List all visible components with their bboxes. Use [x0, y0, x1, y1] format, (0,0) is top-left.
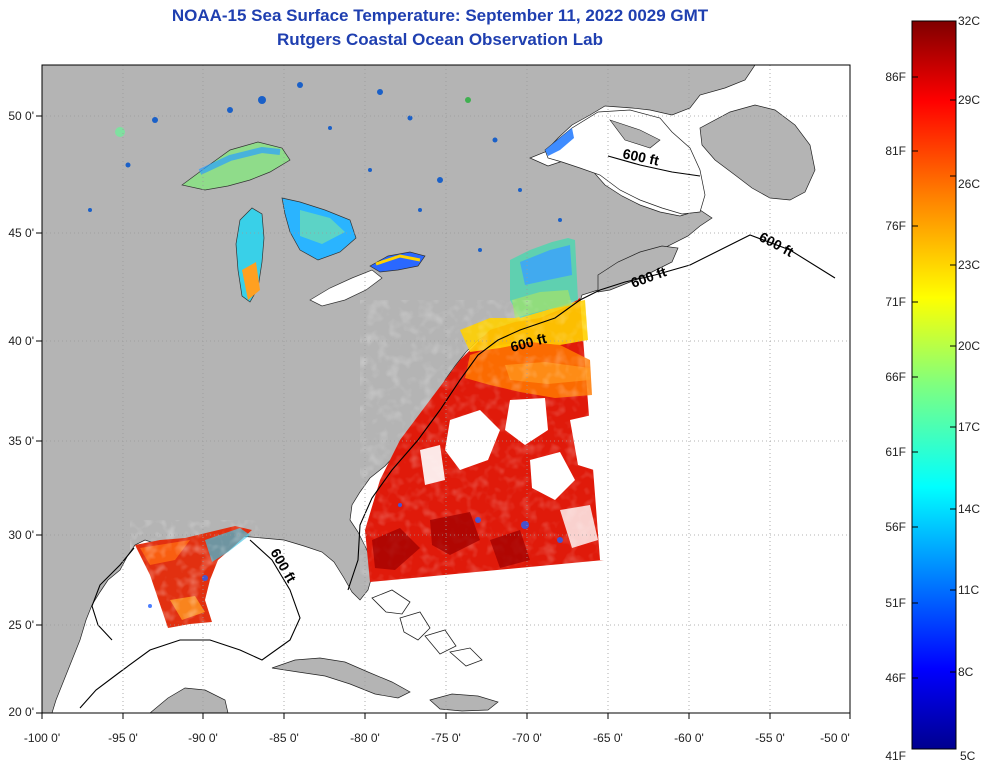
map-border	[41, 64, 851, 714]
map-title-line1: NOAA-15 Sea Surface Temperature: Septemb…	[171, 6, 709, 25]
hot-patches	[372, 512, 530, 570]
great-lakes	[181, 141, 426, 307]
fahrenheit-label: 86F	[885, 70, 906, 84]
isobath-600ft	[79, 155, 836, 709]
fahrenheit-label: 56F	[885, 520, 906, 534]
lat-label: 30 0'	[8, 528, 34, 542]
celsius-label: 14C	[958, 502, 980, 516]
fahrenheit-label: 61F	[885, 445, 906, 459]
lon-label: -75 0'	[431, 731, 461, 745]
land-hispaniola	[429, 693, 499, 712]
lon-label: -95 0'	[108, 731, 138, 745]
lat-label: 40 0'	[8, 334, 34, 348]
lake-superior	[181, 141, 291, 191]
lat-label: 50 0'	[8, 109, 34, 123]
lat-label: 45 0'	[8, 226, 34, 240]
fahrenheit-label: 46F	[885, 671, 906, 685]
lon-label: -100 0'	[24, 731, 60, 745]
celsius-label: 20C	[958, 339, 980, 353]
colorbar-ticks	[912, 76, 956, 679]
st-lawrence-sst	[545, 128, 574, 156]
lat-label: 35 0'	[8, 434, 34, 448]
lon-label: -55 0'	[755, 731, 785, 745]
celsius-label: 5C	[960, 749, 976, 763]
colorbar-celsius-labels: 32C 29C 26C 23C 20C 17C 14C 11C 8C 5C	[958, 14, 980, 763]
celsius-label: 11C	[958, 583, 979, 597]
lon-label: -60 0'	[674, 731, 704, 745]
axis-ticks	[36, 115, 851, 719]
celsius-label: 17C	[958, 420, 980, 434]
contour-label-laurentian: 600 ft	[621, 145, 660, 168]
fahrenheit-label: 41F	[885, 749, 906, 763]
bahamas-outlines	[371, 589, 483, 667]
map-title-line2: Rutgers Coastal Ocean Observation Lab	[277, 30, 603, 49]
gulf-st-lawrence-water	[544, 109, 706, 215]
celsius-label: 32C	[958, 14, 980, 28]
inland-lakes	[88, 82, 562, 252]
colorbar	[911, 20, 957, 750]
lon-label: -80 0'	[350, 731, 380, 745]
celsius-label: 8C	[958, 665, 974, 679]
lon-label: -65 0'	[593, 731, 623, 745]
colorbar-fahrenheit-labels: 86F 81F 76F 71F 66F 61F 56F 51F 46F 41F	[885, 70, 906, 763]
latitude-labels: 50 0' 45 0' 40 0' 35 0' 30 0' 25 0' 20 0…	[8, 109, 34, 719]
longitude-labels: -100 0' -95 0' -90 0' -85 0' -80 0' -75 …	[24, 731, 850, 745]
celsius-label: 29C	[958, 93, 980, 107]
graticule	[42, 65, 850, 713]
lon-label: -90 0'	[188, 731, 218, 745]
fahrenheit-label: 81F	[885, 144, 906, 158]
lon-label: -50 0'	[820, 731, 850, 745]
fahrenheit-label: 66F	[885, 370, 906, 384]
lat-label: 20 0'	[8, 705, 34, 719]
celsius-label: 23C	[958, 258, 980, 272]
land-nova-scotia	[597, 245, 679, 293]
fahrenheit-label: 51F	[885, 596, 906, 610]
lon-label: -85 0'	[269, 731, 299, 745]
celsius-label: 26C	[958, 177, 980, 191]
land-newfoundland	[699, 104, 816, 201]
lon-label: -70 0'	[512, 731, 542, 745]
lat-label: 25 0'	[8, 618, 34, 632]
lake-erie	[309, 269, 383, 307]
fahrenheit-label: 76F	[885, 219, 906, 233]
land-cuba	[271, 657, 411, 699]
land-yucatan	[149, 687, 229, 713]
fahrenheit-label: 71F	[885, 295, 906, 309]
